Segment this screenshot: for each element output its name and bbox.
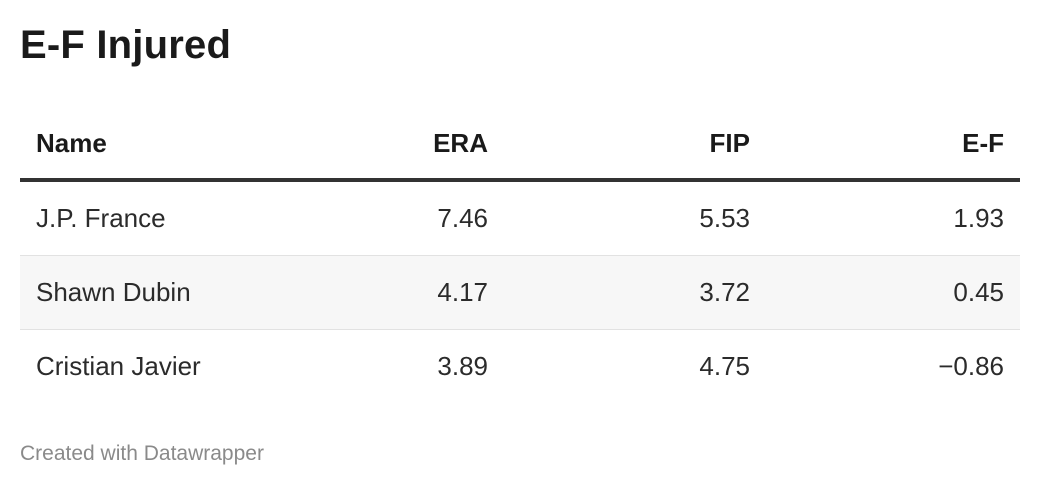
cell-name: Cristian Javier xyxy=(36,351,201,381)
cell-e-f: 0.45 xyxy=(766,255,1020,330)
cell-e-f: 1.93 xyxy=(766,180,1020,256)
chart-title: E-F Injured xyxy=(20,23,232,67)
column-header-era[interactable]: ERA xyxy=(342,108,504,182)
cell-e-f: −0.86 xyxy=(938,351,1004,381)
cell-fip: 3.72 xyxy=(504,255,766,330)
datawrapper-credit[interactable]: Created with Datawrapper xyxy=(20,442,264,465)
cell-era: 4.17 xyxy=(342,255,504,330)
cell-name: J.P. France xyxy=(20,180,342,256)
data-table: Name ERA FIP E-F J.P. France 7.46 5.53 1… xyxy=(20,108,1020,403)
cell-fip: 5.53 xyxy=(504,180,766,256)
column-header-e-f[interactable]: E-F xyxy=(766,108,1020,182)
column-header-name[interactable]: Name xyxy=(20,108,342,182)
header-row: Name ERA FIP E-F xyxy=(20,108,1020,182)
table-row: J.P. France 7.46 5.53 1.93 xyxy=(20,180,1020,256)
table-row: Cristian Javier 3.89 4.75 −0.86 xyxy=(20,330,1020,404)
cell-era: 3.89 xyxy=(437,351,488,381)
column-header-fip[interactable]: FIP xyxy=(504,108,766,182)
table-row: Shawn Dubin 4.17 3.72 0.45 xyxy=(20,255,1020,330)
cell-era: 7.46 xyxy=(342,180,504,256)
cell-name: Shawn Dubin xyxy=(20,255,342,330)
cell-fip: 4.75 xyxy=(699,351,750,381)
